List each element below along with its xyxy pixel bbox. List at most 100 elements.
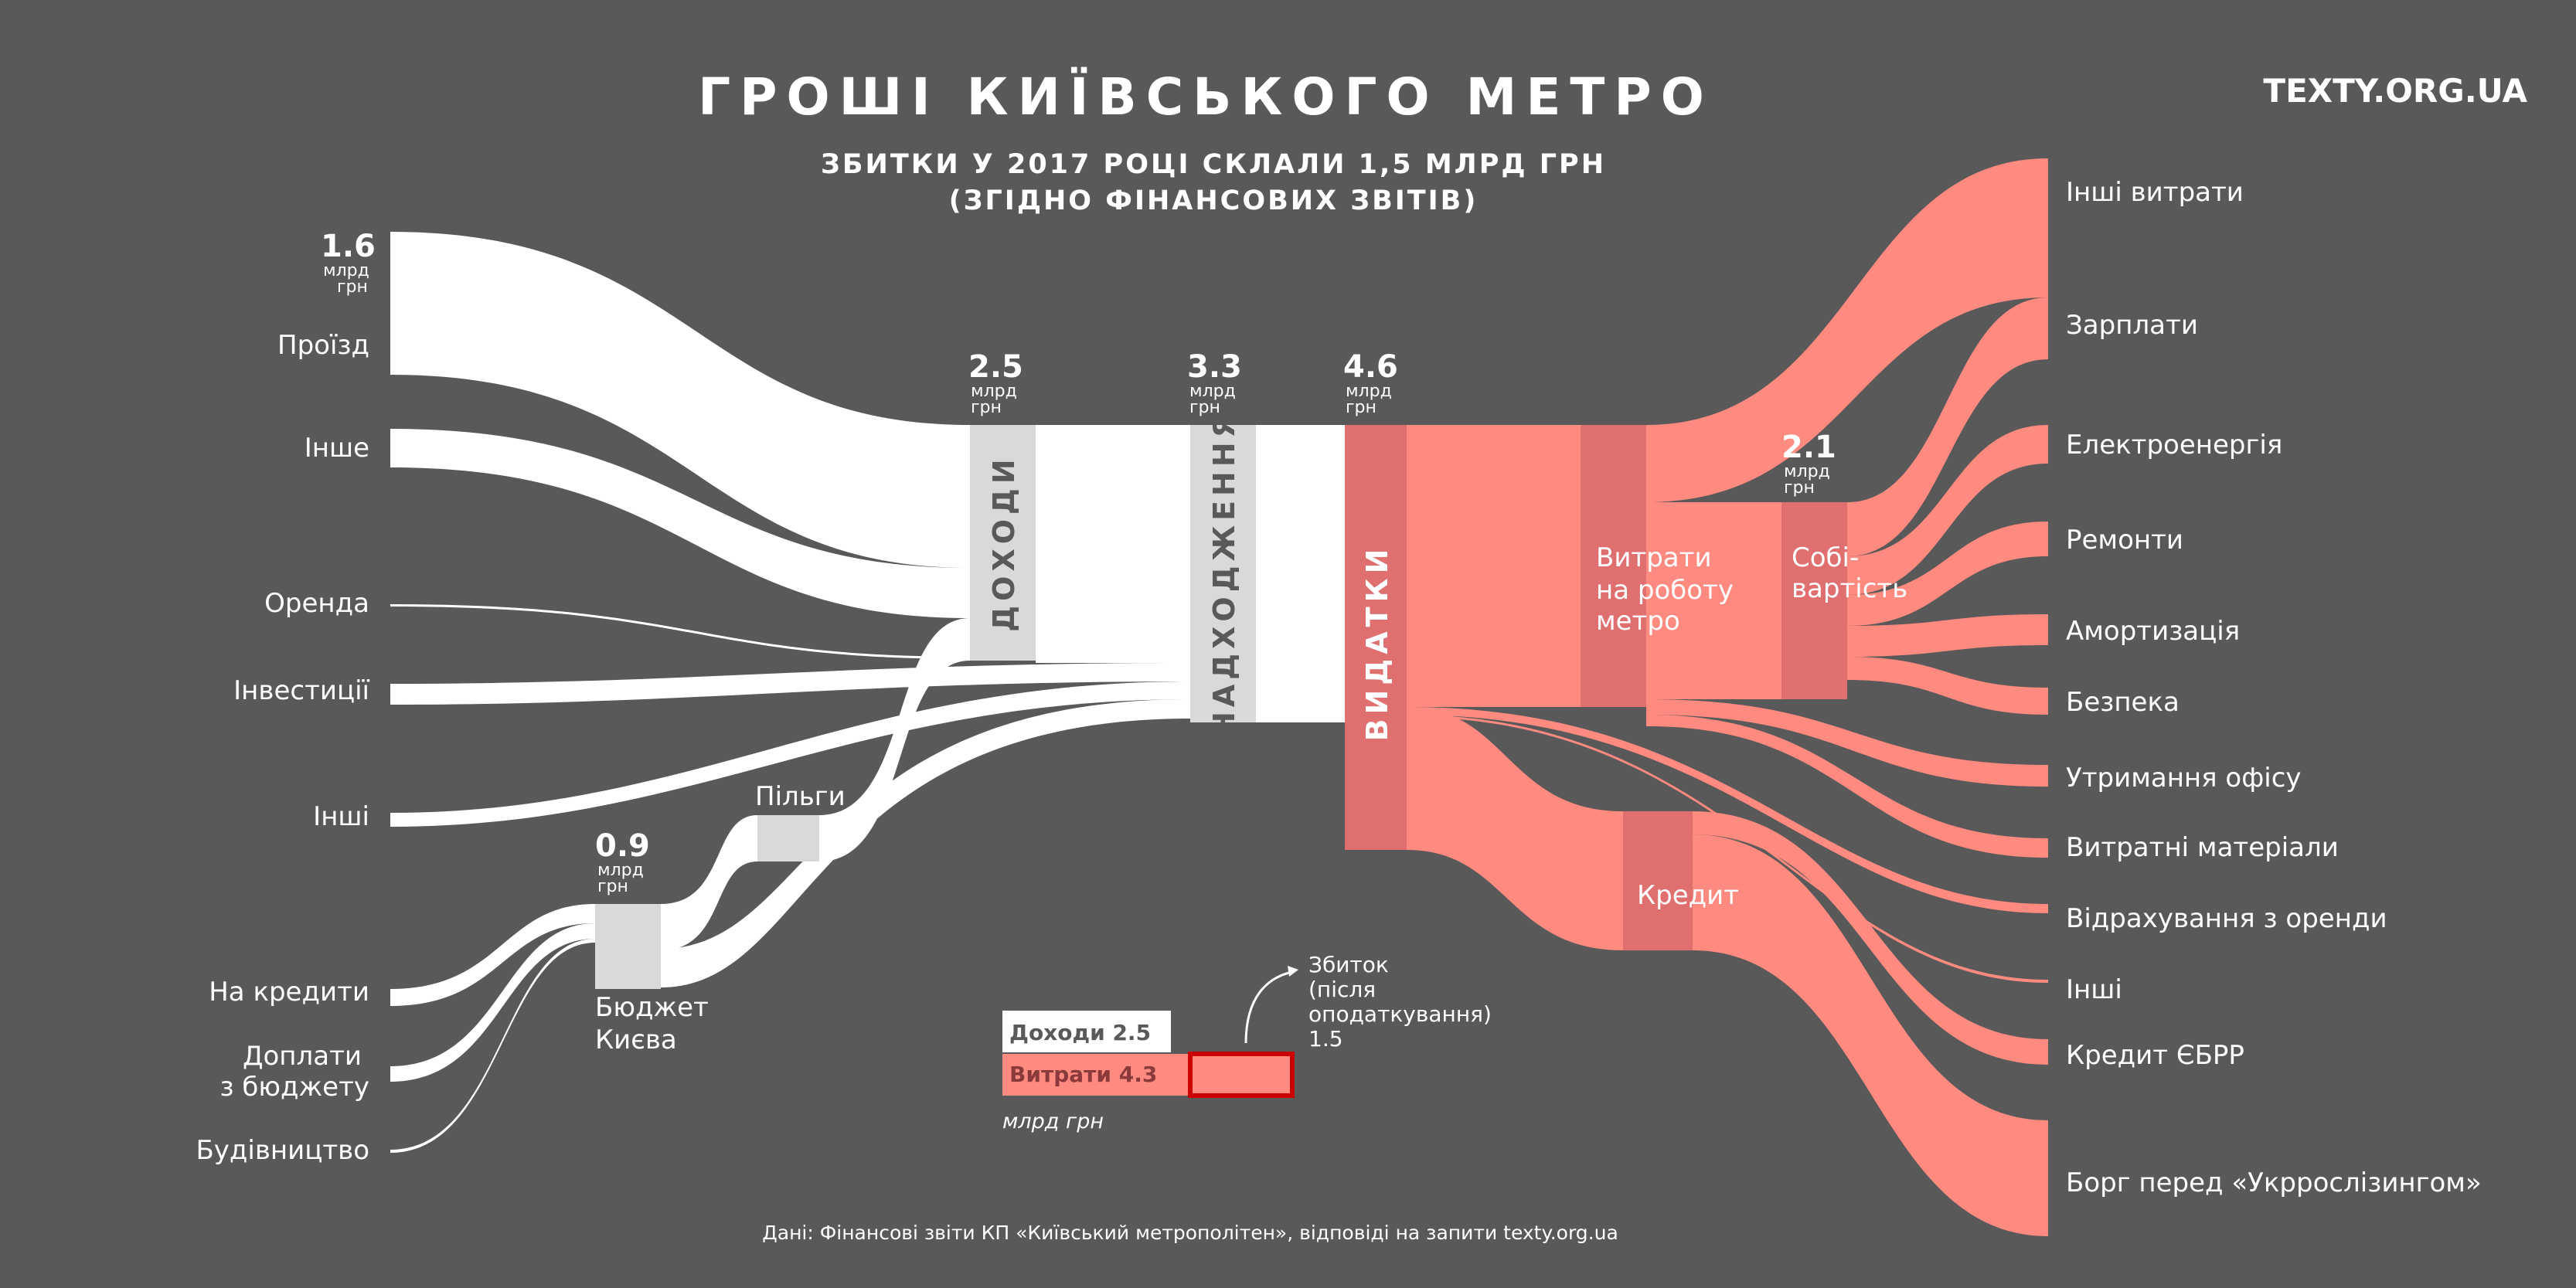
label-inshi-right: Інші <box>2066 974 2122 1005</box>
flow-kredyt-ebrr <box>1693 811 2048 1065</box>
node-label-pilgy: Пільги <box>755 781 846 812</box>
income-flows <box>390 232 1345 1153</box>
unit-dohody-2: грн <box>971 398 1002 417</box>
label-materialy: Витратні матеріали <box>2066 832 2339 863</box>
label-inshi-left: Інші <box>313 801 369 832</box>
node-label-sobi-2: вартість <box>1792 573 1907 604</box>
legend-loss-4: 1.5 <box>1308 1026 1343 1052</box>
flow-inshe <box>390 429 970 618</box>
label-vidrakhuvannia: Відрахування з оренди <box>2066 903 2387 934</box>
flow-borh <box>1693 834 2048 1236</box>
target-labels: Інші витрати Зарплати Електроенергія Рем… <box>2066 177 2482 1198</box>
flow-proizd <box>390 232 970 568</box>
value-sobivartist: 2.1 <box>1781 430 1836 465</box>
unit-vydatky-2: грн <box>1346 398 1376 417</box>
footer-source: Дані: Фінансові звіти КП «Київський метр… <box>762 1222 1618 1244</box>
legend-arrow-head <box>1288 966 1298 977</box>
label-amortyzatsiia: Амортизація <box>2066 616 2240 647</box>
flow-amortyzatsiia <box>1847 614 2048 657</box>
flow-inshi <box>390 681 1190 827</box>
label-bezpeka: Безпека <box>2066 687 2180 718</box>
flow-doplaty <box>390 923 595 1082</box>
node-dohody <box>970 425 1036 661</box>
value-dohody: 2.5 <box>968 349 1023 385</box>
legend-loss-1: Збиток <box>1308 952 1389 977</box>
flow-pilgy-to-dohody <box>819 618 970 861</box>
node-label-vytraty-3: метро <box>1596 606 1680 637</box>
label-doplaty-1: Доплати <box>243 1041 362 1072</box>
flow-investytsii <box>390 663 1190 705</box>
label-kredyt-ebrr: Кредит ЄБРР <box>2066 1040 2244 1071</box>
node-label-nadhodzhennia: НАДХОДЖЕННЯ <box>1207 410 1241 736</box>
expense-flows <box>1345 158 2048 1236</box>
node-label-kredyt: Кредит <box>1637 880 1739 911</box>
legend-loss-3: оподаткування) <box>1308 1001 1492 1027</box>
node-label-vytraty-2: на роботу <box>1596 575 1734 606</box>
label-budivnytstvo: Будівництво <box>196 1135 369 1166</box>
flow-pilgy <box>661 815 757 950</box>
unit-vydatky-1: млрд <box>1346 382 1392 401</box>
flow-na-kredyty <box>390 904 595 1006</box>
flow-dohody-to-nadhodzhennia <box>1036 425 1190 663</box>
page-title: ГРОШІ КИЇВСЬКОГО МЕТРО <box>698 67 1713 127</box>
page-subtitle-line1: ЗБИТКИ У 2017 РОЦІ СКЛАЛИ 1,5 МЛРД ГРН <box>821 149 1606 180</box>
unit-nadhodzhennia-1: млрд <box>1189 382 1236 401</box>
unit-dohody-1: млрд <box>971 382 1017 401</box>
value-budzhet: 0.9 <box>595 828 650 864</box>
label-proizd: Проїзд <box>277 330 369 361</box>
node-label-dohody: ДОХОДИ <box>987 454 1021 631</box>
flow-budzhet-investytsii <box>661 699 1190 987</box>
label-remonty: Ремонти <box>2066 525 2183 556</box>
node-pilgy <box>757 815 819 861</box>
node-label-budzhet-1: Бюджет <box>595 992 709 1023</box>
unit-proizd-2: грн <box>337 277 368 297</box>
node-kredyt <box>1623 811 1693 950</box>
flow-vytraty-to-sobi <box>1646 502 1781 699</box>
legend: Доходи 2.5 Витрати 4.3 млрд грн Збиток (… <box>1002 952 1492 1133</box>
node-sobivartist <box>1781 502 1847 699</box>
label-ofis: Утримання офісу <box>2066 763 2302 794</box>
flow-elektro <box>1847 425 2048 595</box>
node-budzhet <box>595 904 661 989</box>
node-vytraty <box>1581 425 1646 707</box>
legend-loss-2: (після <box>1308 977 1376 1002</box>
flow-vytraty-inshi <box>1581 158 2048 502</box>
brand-logo[interactable]: TEXTY.ORG.UA <box>2263 72 2527 110</box>
unit-budzhet-1: млрд <box>597 861 644 880</box>
flow-budivnytstvo <box>390 939 595 1153</box>
label-orenda: Оренда <box>264 588 369 619</box>
node-label-budzhet-2: Києва <box>595 1025 677 1055</box>
legend-units: млрд грн <box>1002 1110 1104 1133</box>
unit-sobivartist-2: грн <box>1784 478 1815 498</box>
legend-income-label: Доходи 2.5 <box>1009 1020 1151 1045</box>
flow-orenda <box>390 604 970 659</box>
value-proizd: 1.6 <box>321 229 376 264</box>
node-label-sobi-1: Собі- <box>1792 542 1859 573</box>
value-labels: 1.6 млрд грн 2.5 млрд грн 3.3 млрд грн 4… <box>321 229 1836 896</box>
label-inshe: Інше <box>305 433 369 464</box>
value-vydatky: 4.6 <box>1343 349 1398 385</box>
unit-sobivartist-1: млрд <box>1784 462 1830 481</box>
value-nadhodzhennia: 3.3 <box>1187 349 1242 385</box>
label-borh: Борг перед «Укррослізингом» <box>2066 1167 2482 1198</box>
flow-ofis <box>1646 699 2048 787</box>
node-label-vytraty-1: Витрати <box>1596 542 1712 573</box>
source-labels: Проїзд Інше Оренда Інвестиції Інші На кр… <box>196 330 369 1166</box>
node-vydatky <box>1345 425 1407 850</box>
node-label-vydatky: ВИДАТКИ <box>1360 545 1394 742</box>
flow-materialy <box>1646 715 2048 858</box>
label-doplaty-2: з бюджету <box>220 1072 369 1103</box>
legend-loss-box <box>1188 1052 1295 1098</box>
flow-zarplaty <box>1847 297 2048 556</box>
label-investytsii: Інвестиції <box>233 675 369 706</box>
unit-proizd-1: млрд <box>323 261 369 280</box>
label-na-kredyty: На кредити <box>209 977 369 1008</box>
flow-vydatky-to-kredyt <box>1407 707 1623 950</box>
label-inshi-vytraty: Інші витрати <box>2066 177 2244 208</box>
label-elektro: Електроенергія <box>2066 430 2282 460</box>
node-nadhodzhennia <box>1190 425 1256 722</box>
label-zarplaty: Зарплати <box>2066 310 2198 341</box>
legend-income-bar <box>1002 1011 1171 1052</box>
flow-bezpeka <box>1847 657 2048 715</box>
